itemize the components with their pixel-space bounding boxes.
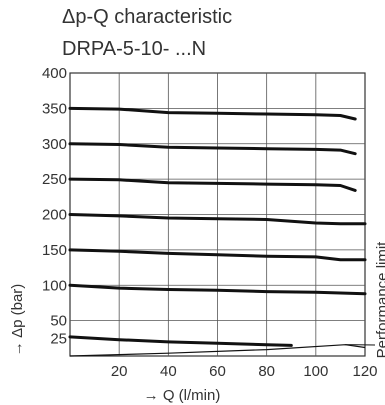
y-tick-label: 300 — [42, 136, 67, 153]
x-tick-label: 120 — [352, 363, 377, 380]
y-tick-label: 25 — [50, 330, 67, 347]
performance-limit-label: Performance limit — [374, 241, 385, 359]
x-axis-label: → Q (l/min) — [144, 387, 221, 404]
chart-subtitle: DRPA-5-10- ...N — [62, 38, 207, 60]
series-line — [68, 335, 293, 347]
x-tick-label: 20 — [111, 363, 128, 380]
y-tick-label: 400 — [42, 65, 67, 82]
series-line — [68, 106, 357, 121]
y-tick-label: 50 — [50, 313, 67, 330]
series-line — [68, 248, 367, 262]
y-tick-label: 150 — [42, 242, 67, 259]
series-line — [68, 283, 367, 296]
series-line — [68, 142, 357, 156]
y-tick-label: 200 — [42, 207, 67, 224]
x-ticks: 20 40 60 80 100 120 — [111, 363, 378, 380]
x-tick-label: 40 — [160, 363, 177, 380]
series-line — [68, 213, 367, 226]
series-group — [68, 106, 376, 357]
x-tick-label: 100 — [303, 363, 328, 380]
series-line — [68, 177, 357, 192]
chart-title: Δp-Q characteristic — [62, 6, 233, 28]
y-tick-label: 250 — [42, 171, 67, 188]
y-tick-label: 350 — [42, 100, 67, 117]
x-tick-label: 80 — [258, 363, 275, 380]
y-axis-label: → Δp (bar) — [9, 284, 26, 357]
y-tick-label: 100 — [42, 277, 67, 294]
performance-limit-line — [69, 344, 366, 357]
x-tick-label: 60 — [209, 363, 226, 380]
